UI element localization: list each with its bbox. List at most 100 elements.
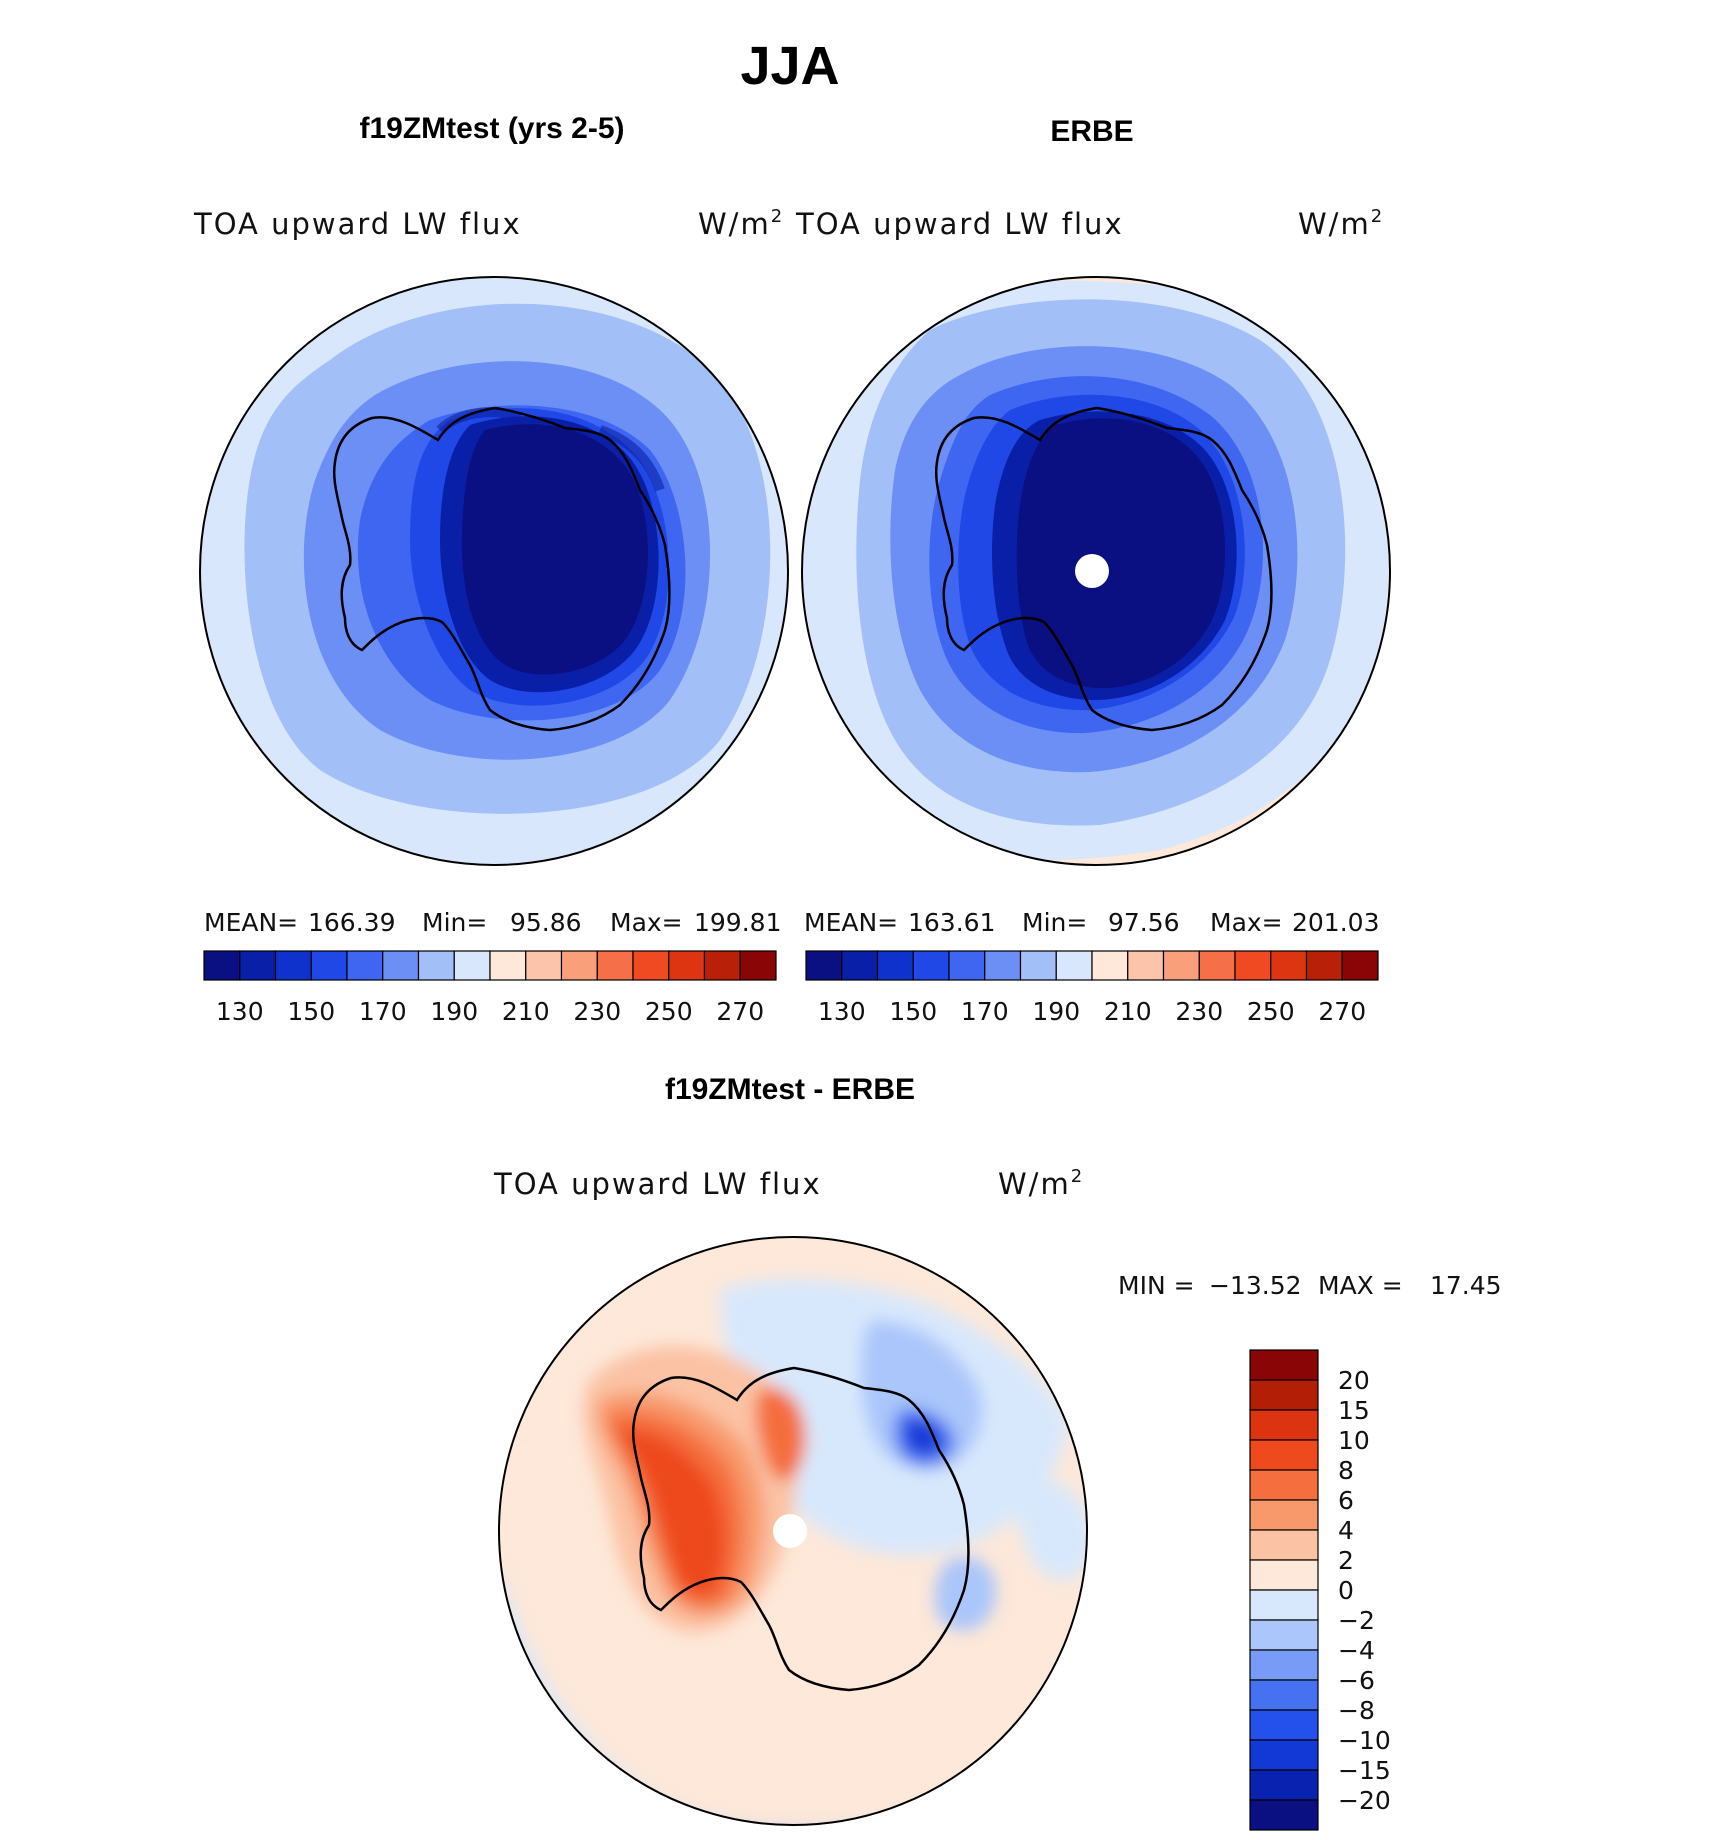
variable-label-obs: TOA upward LW flux [795, 207, 1124, 241]
colorbar-diff-swatch [1249, 1499, 1319, 1531]
figure-title: JJA [740, 36, 839, 96]
colorbar-diff-swatch [1249, 1379, 1319, 1411]
colorbar-diff-swatch [1249, 1349, 1319, 1381]
colorbar-diff-swatch [1249, 1469, 1319, 1501]
antarctic-coastline-model [333, 406, 671, 732]
colorbar-diff-tick-label: −10 [1338, 1726, 1391, 1755]
stats-min-label-diff: MIN = [1118, 1271, 1195, 1300]
colorbar-obs-swatch [876, 950, 914, 981]
colorbar-obs-swatch [1305, 950, 1343, 981]
colorbar-obs-tick-label: 170 [961, 997, 1009, 1026]
stats-min-label-model: Min= [422, 908, 487, 937]
colorbar-model-swatch [310, 950, 348, 981]
colorbar-diff-tick-label: 8 [1338, 1456, 1354, 1485]
colorbar-model: 130 150 170 190 210 230 250 270 [203, 950, 777, 1026]
colorbar-model-swatch [346, 950, 384, 981]
colorbar-diff-tick-label: −8 [1338, 1696, 1375, 1725]
colorbar-obs-swatch [1055, 950, 1093, 981]
units-label-obs: W/m2 [1298, 206, 1384, 241]
colorbar-model-tick-label: 270 [716, 997, 764, 1026]
colorbar-diff-swatch [1249, 1679, 1319, 1711]
colorbar-diff-swatch [1249, 1439, 1319, 1471]
colorbar-model-swatch [739, 950, 777, 981]
colorbar-model-tick-label: 190 [430, 997, 478, 1026]
units-text-obs: W/m [1298, 207, 1371, 241]
colorbar-obs-swatch [1127, 950, 1165, 981]
colorbar-model-swatch [453, 950, 491, 981]
colorbar-obs-swatch [1019, 950, 1057, 981]
colorbar-diff-tick-label: 2 [1338, 1546, 1354, 1575]
stats-row-diff: MIN = −13.52 MAX = 17.45 [1118, 1271, 1502, 1300]
colorbar-model-swatch [668, 950, 706, 981]
stats-mean-label-model: MEAN= [204, 908, 298, 937]
colorbar-model-swatch [560, 950, 598, 981]
colorbar-obs-swatch [1091, 950, 1129, 981]
stats-mean-label-obs: MEAN= [804, 908, 898, 937]
missing-data-pole-diff [773, 1514, 807, 1548]
colorbar-model-tick-label: 230 [573, 997, 621, 1026]
colorbar-diff-tick-label: 4 [1338, 1516, 1354, 1545]
stats-min-value-model: 95.86 [510, 908, 582, 937]
colorbar-diff-tick-label: −15 [1338, 1756, 1391, 1785]
stats-mean-value-obs: 163.61 [908, 908, 995, 937]
colorbar-obs: 130 150 170 190 210 230 250 270 [805, 950, 1379, 1026]
colorbar-obs-swatch [1198, 950, 1236, 981]
colorbar-diff-tick-label: 15 [1338, 1396, 1370, 1425]
colorbar-diff-swatch [1249, 1589, 1319, 1621]
stats-max-value-model: 199.81 [694, 908, 781, 937]
colorbar-obs-swatch [1162, 950, 1200, 981]
colorbar-obs-swatch [1341, 950, 1379, 981]
missing-data-pole-obs [1075, 554, 1109, 588]
stats-row-obs: MEAN= 163.61 Min= 97.56 Max= 201.03 [804, 908, 1379, 937]
units-sup-obs: 2 [1371, 206, 1384, 227]
variable-label-diff: TOA upward LW flux [493, 1167, 822, 1201]
map-diff [499, 1237, 1087, 1825]
colorbar-diff-tick-label: 6 [1338, 1486, 1354, 1515]
colorbar-diff-tick-label: −6 [1338, 1666, 1375, 1695]
colorbar-obs-tick-label: 210 [1104, 997, 1152, 1026]
stats-max-value-obs: 201.03 [1292, 908, 1379, 937]
units-label-model: W/m2 [698, 206, 784, 241]
colorbar-diff-tick-label: 20 [1338, 1366, 1370, 1395]
colorbar-model-swatch [239, 950, 277, 981]
variable-label-model: TOA upward LW flux [193, 207, 522, 241]
colorbar-obs-tick-label: 230 [1175, 997, 1223, 1026]
colorbar-model-tick-label: 170 [359, 997, 407, 1026]
colorbar-diff-swatch [1249, 1529, 1319, 1561]
stats-max-value-diff: 17.45 [1430, 1271, 1502, 1300]
colorbar-obs-swatch [984, 950, 1022, 981]
colorbar-obs-tick-label: 190 [1032, 997, 1080, 1026]
colorbar-model-tick-label: 210 [502, 997, 550, 1026]
colorbar-diff-swatch [1249, 1709, 1319, 1741]
colorbar-diff-tick-label: −4 [1338, 1636, 1375, 1665]
stats-max-label-obs: Max= [1210, 908, 1283, 937]
colorbar-model-tick-label: 250 [645, 997, 693, 1026]
colorbar-obs-swatch [805, 950, 843, 981]
map-obs [802, 277, 1390, 865]
map-frame-obs [801, 276, 1391, 866]
colorbar-model-swatch [489, 950, 527, 981]
colorbar-diff-tick-label: −20 [1338, 1786, 1391, 1815]
colorbar-diff-tick-label: −2 [1338, 1606, 1375, 1635]
stats-max-label-model: Max= [610, 908, 683, 937]
colorbar-model-swatch [203, 950, 241, 981]
colorbar-model-tick-label: 130 [216, 997, 264, 1026]
colorbar-diff-swatch [1249, 1619, 1319, 1651]
stats-min-value-obs: 97.56 [1108, 908, 1180, 937]
units-text-diff: W/m [998, 1167, 1071, 1201]
colorbar-diff-swatch [1249, 1649, 1319, 1681]
colorbar-obs-tick-label: 250 [1247, 997, 1295, 1026]
colorbar-model-swatch [525, 950, 563, 981]
colorbar-obs-swatch [1234, 950, 1272, 981]
map-frame-model [199, 276, 789, 866]
colorbar-model-swatch [632, 950, 670, 981]
colorbar-obs-swatch [912, 950, 950, 981]
colorbar-diff-swatch [1249, 1769, 1319, 1801]
colorbar-obs-tick-label: 150 [889, 997, 937, 1026]
antarctic-coastline-obs [935, 406, 1273, 732]
antarctic-coastline-diff [632, 1366, 970, 1692]
panel-title-obs: ERBE [1050, 115, 1133, 148]
units-text-model: W/m [698, 207, 771, 241]
